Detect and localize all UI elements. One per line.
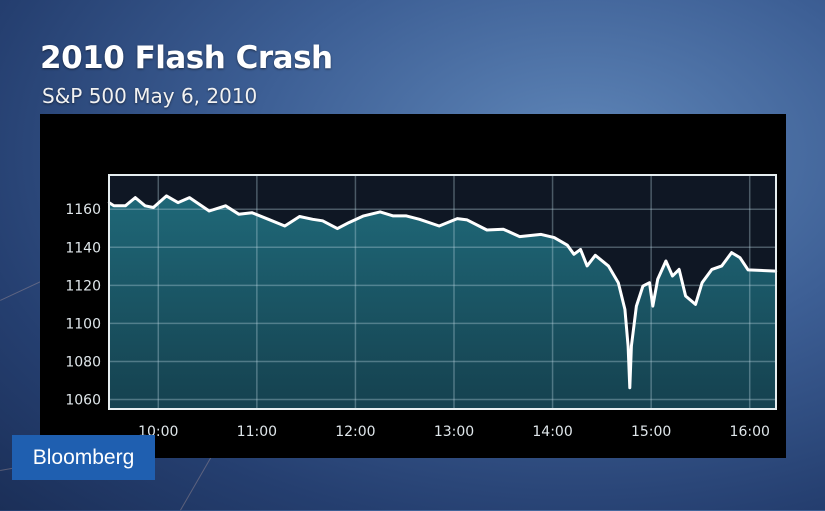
data-point — [165, 194, 168, 198]
data-point — [405, 214, 408, 218]
data-point — [502, 228, 505, 231]
data-point — [628, 386, 631, 389]
data-point — [465, 218, 469, 222]
data-point — [224, 204, 227, 208]
data-point — [635, 304, 638, 308]
data-point — [143, 204, 147, 208]
chart-subtitle: S&P 500 May 6, 2010 — [42, 84, 258, 108]
y-tick-label: 1100 — [65, 316, 101, 332]
data-point — [250, 211, 254, 214]
x-tick-label: 16:00 — [730, 424, 770, 440]
x-tick-label: 11:00 — [237, 424, 277, 440]
data-point — [208, 209, 211, 213]
data-point — [176, 201, 180, 204]
data-point — [321, 219, 324, 223]
bloomberg-logo: Bloomberg — [12, 435, 155, 480]
data-point — [418, 218, 421, 221]
data-point — [746, 268, 750, 272]
data-point — [336, 227, 339, 230]
data-point — [553, 236, 556, 239]
data-point — [124, 204, 127, 208]
data-point — [720, 264, 723, 268]
data-point — [594, 254, 597, 257]
y-tick-label: 1080 — [65, 354, 101, 370]
data-point — [311, 218, 314, 221]
data-point — [710, 268, 714, 271]
data-point — [700, 281, 704, 284]
data-point — [347, 221, 351, 224]
x-tick-label: 14:00 — [532, 424, 572, 440]
data-point — [641, 284, 645, 288]
data-point — [188, 196, 191, 199]
data-point — [438, 224, 441, 228]
data-point — [579, 248, 582, 251]
data-point — [518, 235, 521, 238]
data-point — [694, 303, 697, 306]
data-point — [664, 259, 668, 263]
data-point — [456, 217, 459, 220]
data-point — [648, 281, 651, 284]
data-point — [539, 233, 543, 236]
y-tick-label: 1120 — [65, 278, 101, 294]
data-point — [134, 196, 137, 199]
y-tick-label: 1140 — [65, 240, 101, 256]
area-fill — [109, 195, 776, 409]
data-point — [112, 204, 116, 208]
data-point — [651, 304, 654, 308]
x-tick-label: 15:00 — [631, 424, 671, 440]
x-tick-label: 13:00 — [434, 424, 474, 440]
data-point — [671, 274, 674, 278]
data-point — [485, 228, 489, 232]
y-tick-label: 1060 — [65, 392, 101, 408]
x-tick-label: 12:00 — [335, 424, 375, 440]
chart-title: 2010 Flash Crash — [40, 40, 333, 76]
data-point — [572, 253, 576, 256]
data-point — [617, 281, 620, 284]
data-point — [730, 251, 733, 254]
data-point — [585, 264, 589, 268]
data-point — [267, 218, 270, 221]
data-point — [378, 210, 382, 214]
chart-panel: 1060 1080 1100 1120 1140 1160 10:00 11:00 12:00 1… — [40, 114, 786, 458]
plot-border — [108, 174, 777, 410]
data-point — [362, 214, 365, 218]
data-point — [738, 256, 742, 259]
data-point — [630, 344, 633, 348]
data-point — [626, 344, 630, 348]
data-point — [607, 264, 610, 268]
data-point — [298, 215, 301, 218]
data-point — [152, 206, 155, 209]
data-point — [623, 308, 627, 311]
data-point — [684, 294, 687, 298]
data-point — [283, 224, 286, 228]
data-point — [566, 244, 569, 247]
data-point — [656, 278, 659, 281]
data-point — [677, 268, 681, 271]
data-point — [237, 212, 240, 216]
data-point — [392, 214, 395, 218]
y-tick-label: 1160 — [65, 202, 101, 218]
